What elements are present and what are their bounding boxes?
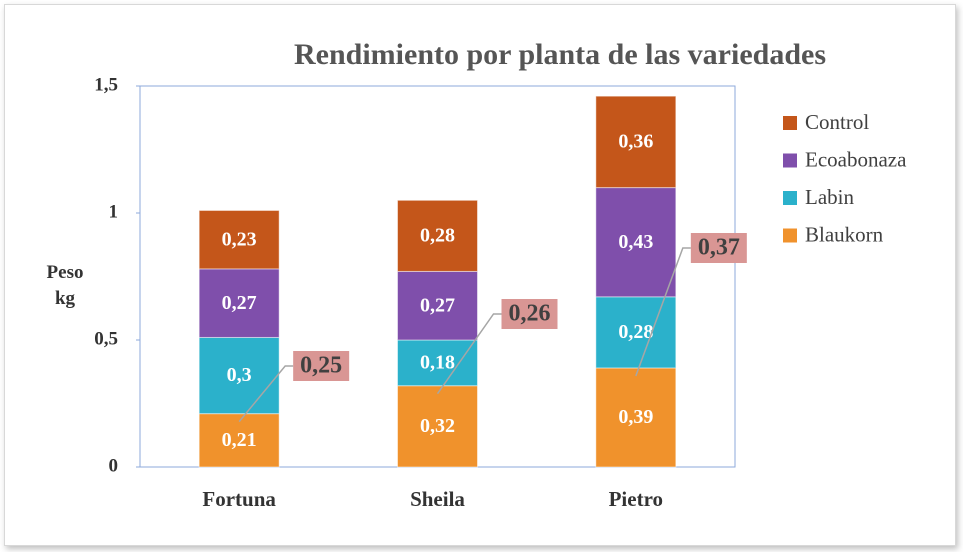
bar-segment [595, 187, 677, 298]
data-label: 0,28 [420, 224, 455, 246]
legend-swatch [783, 228, 797, 243]
data-label: 0,27 [222, 292, 257, 314]
chart-frame [4, 4, 956, 546]
legend-swatch [783, 116, 797, 130]
bar-segment [198, 209, 280, 270]
bar-segment [595, 95, 677, 189]
data-label: 0,32 [420, 415, 455, 437]
data-label: 0,43 [618, 231, 653, 253]
annotation: 0,25 [300, 353, 342, 379]
bar-segment [397, 270, 478, 341]
data-label: 0,28 [618, 321, 653, 343]
data-label: 0,18 [420, 351, 455, 373]
y-axis-label: Peso kg [46, 262, 84, 309]
bar-segment [397, 199, 478, 272]
legend-swatch [783, 191, 797, 205]
bar-segment [595, 367, 677, 468]
legend-label: Labin [805, 185, 854, 209]
legend-label: Blaukorn [805, 222, 884, 246]
annotation: 0,26 [509, 301, 551, 327]
data-label: 0,23 [222, 228, 257, 250]
bar-segment [595, 296, 677, 369]
callout-box [293, 351, 350, 381]
y-tick-label: 0,5 [94, 328, 118, 349]
chart-title: Rendimiento por planta de las variedades [294, 38, 826, 71]
leader-line [238, 365, 294, 423]
callout-box [690, 233, 747, 263]
callout-box [501, 299, 558, 329]
data-label: 0,39 [618, 406, 653, 428]
y-tick-label: 0 [109, 455, 119, 476]
x-tick-label: Pietro [609, 487, 663, 511]
data-label: 0,36 [618, 130, 653, 152]
x-tick-label: Fortuna [202, 487, 276, 511]
data-label: 0,21 [222, 429, 257, 451]
bar-segment [397, 339, 478, 387]
bar-segment [397, 385, 478, 468]
data-label: 0,27 [420, 294, 455, 316]
bar-segment [198, 268, 280, 338]
bar-segment [198, 336, 280, 415]
leader-line [635, 247, 691, 377]
y-tick-label: 1,5 [94, 74, 118, 95]
leader-line [436, 313, 502, 395]
legend-label: Ecoabonaza [805, 147, 907, 171]
data-label: 0,3 [227, 364, 252, 386]
y-tick-label: 1 [109, 201, 119, 222]
legend-label: Control [805, 110, 869, 134]
x-tick-label: Sheila [410, 487, 465, 511]
legend-swatch [783, 153, 797, 168]
annotation: 0,37 [698, 235, 740, 261]
